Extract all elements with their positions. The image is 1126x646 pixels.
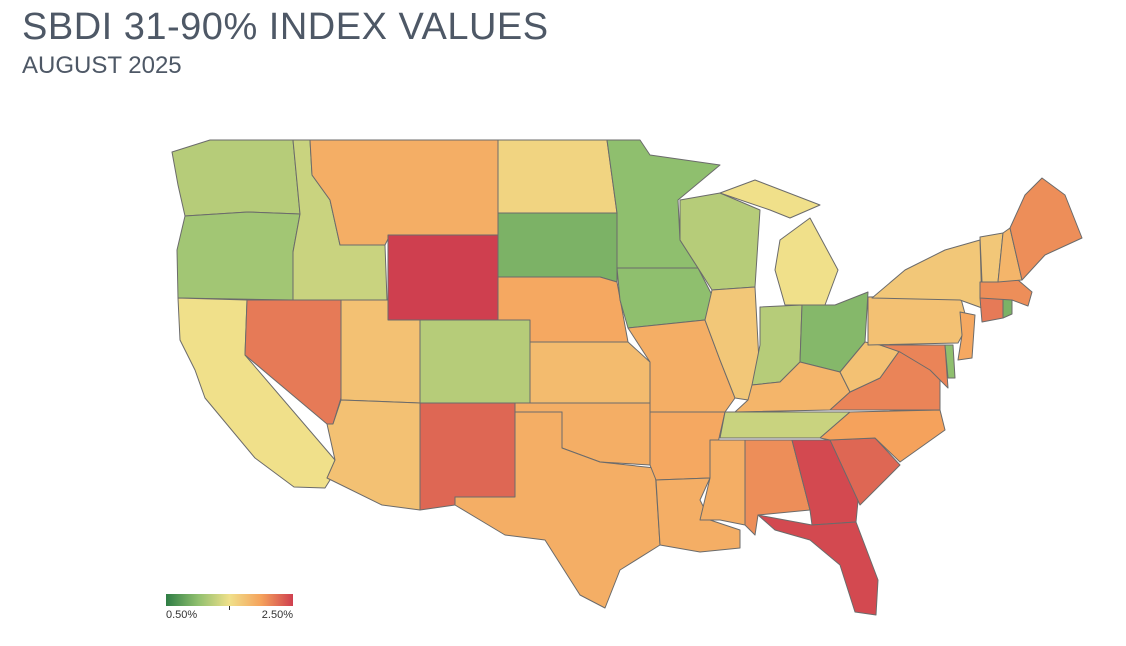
state-PA[interactable] (867, 294, 969, 346)
legend-gradient-bar (166, 594, 293, 606)
legend-min-label: 0.50% (166, 609, 198, 621)
state-ME[interactable] (1009, 177, 1083, 281)
state-AZ[interactable] (326, 399, 421, 511)
state-DE[interactable] (944, 344, 956, 379)
legend-midpoint-tick (229, 606, 230, 610)
state-MT[interactable] (309, 139, 499, 246)
state-OR[interactable] (176, 211, 301, 301)
state-LA[interactable] (655, 477, 741, 553)
state-TX[interactable] (454, 411, 661, 609)
color-legend: 0.50% 2.50% (166, 594, 293, 622)
state-WY[interactable] (387, 234, 499, 321)
legend-max-label: 2.50% (261, 609, 293, 621)
state-MN[interactable] (606, 139, 721, 269)
state-NC[interactable] (819, 409, 946, 463)
state-NY[interactable] (871, 239, 983, 309)
state-NM[interactable] (419, 402, 516, 511)
state-SD[interactable] (497, 212, 618, 283)
state-CT[interactable] (979, 295, 1004, 323)
state-NJ[interactable] (957, 311, 976, 361)
state-IA[interactable] (616, 267, 713, 329)
state-MD[interactable] (879, 344, 949, 389)
page-title: SBDI 31-90% INDEX VALUES (22, 6, 549, 48)
state-ND[interactable] (497, 139, 618, 214)
state-FL[interactable] (757, 514, 879, 616)
state-CO[interactable] (419, 319, 531, 404)
page-subtitle: AUGUST 2025 (22, 52, 182, 79)
state-KS[interactable] (529, 341, 651, 404)
state-IL[interactable] (704, 286, 761, 401)
state-WA[interactable] (171, 139, 301, 217)
